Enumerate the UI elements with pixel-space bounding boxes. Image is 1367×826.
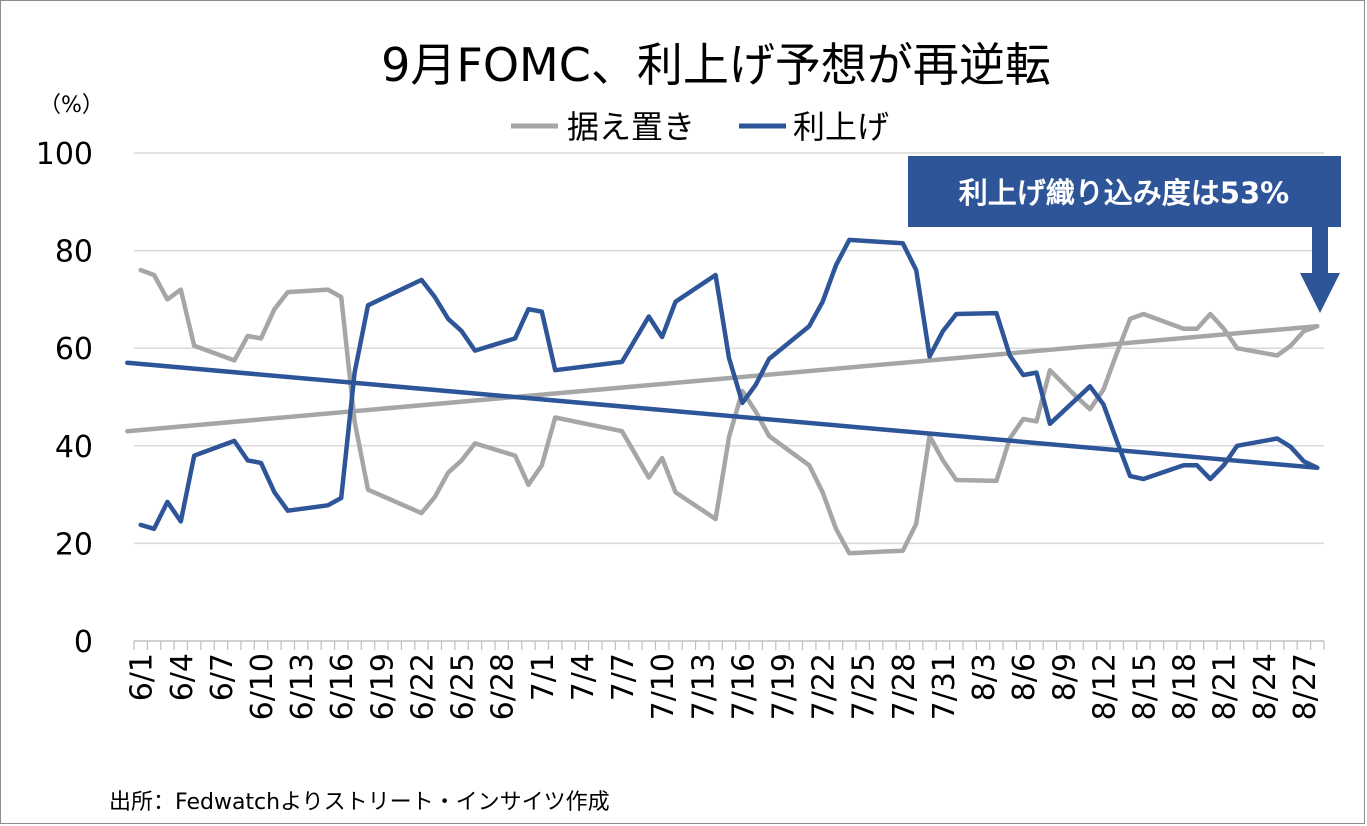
x-tick-label: 6/4: [165, 653, 200, 701]
x-tick-label: 7/7: [606, 653, 641, 701]
annotation-arrow-head: [1300, 273, 1340, 313]
x-tick-label: 7/19: [766, 653, 801, 720]
x-tick-label: 8/9: [1047, 653, 1082, 701]
x-tick-label: 6/16: [325, 653, 360, 720]
x-tick-label: 7/31: [927, 653, 962, 720]
x-tick-label: 7/22: [807, 653, 842, 720]
x-tick-label: 6/7: [205, 653, 240, 701]
legend: 据え置き 利上げ: [511, 108, 889, 146]
y-axis-unit-label: （%）: [39, 93, 104, 118]
x-tick-label: 7/1: [526, 653, 561, 701]
y-tick-label: 0: [74, 625, 93, 660]
x-tick-label: 6/25: [446, 653, 481, 720]
x-tick-label: 8/12: [1087, 653, 1122, 720]
chart-title: 9月FOMC、利上げ予想が再逆転: [381, 38, 1051, 92]
y-tick-label: 40: [55, 430, 93, 465]
x-tick-label: 8/24: [1248, 653, 1283, 720]
y-axis-tick-labels: 0 20 40 60 80 100: [36, 137, 93, 660]
x-tick-label: 8/6: [1007, 653, 1042, 701]
x-tick-label: 8/18: [1168, 653, 1203, 720]
annotation-callout: 利上げ織り込み度は53%: [908, 156, 1341, 313]
x-tick-label: 6/10: [245, 653, 280, 720]
x-tick-label: 7/10: [646, 653, 681, 720]
x-tick-label: 8/21: [1208, 653, 1243, 720]
series-line-hike: [125, 237, 1320, 532]
x-tick-label: 6/22: [405, 653, 440, 720]
x-axis-tick-labels: 6/1 6/4 6/7 6/10 6/13 6/16 6/19 6/22 6/25 6/28 7/1…: [125, 641, 1325, 720]
annotation-arrow-shaft: [1312, 227, 1328, 273]
x-tick-label: 6/19: [365, 653, 400, 720]
y-tick-label: 80: [55, 235, 93, 270]
x-tick-label: 7/16: [726, 653, 761, 720]
x-tick-label: 7/25: [847, 653, 882, 720]
x-tick-label: 7/13: [686, 653, 721, 720]
x-tick-label: 8/27: [1288, 653, 1323, 720]
series-lines: [125, 237, 1320, 556]
x-tick-label: 7/4: [566, 653, 601, 701]
annotation-box: [908, 156, 1341, 227]
legend-label-hold: 据え置き: [567, 108, 695, 146]
x-tick-label: 7/28: [887, 653, 922, 720]
x-tick-label: 8/3: [967, 653, 1002, 701]
x-tick-label: 8/15: [1127, 653, 1162, 720]
x-tick-label: 6/1: [125, 653, 160, 701]
annotation-text: 利上げ織り込み度は53%: [959, 176, 1289, 210]
series-line-hold: [125, 267, 1320, 556]
y-tick-label: 100: [36, 137, 93, 172]
y-tick-label: 20: [55, 527, 93, 562]
legend-label-hike: 利上げ: [793, 108, 889, 146]
y-tick-label: 60: [55, 332, 93, 367]
x-tick-label: 6/28: [486, 653, 521, 720]
source-note: 出所：Fedwatchよりストリート・インサイツ作成: [109, 790, 610, 815]
x-tick-label: 6/13: [285, 653, 320, 720]
